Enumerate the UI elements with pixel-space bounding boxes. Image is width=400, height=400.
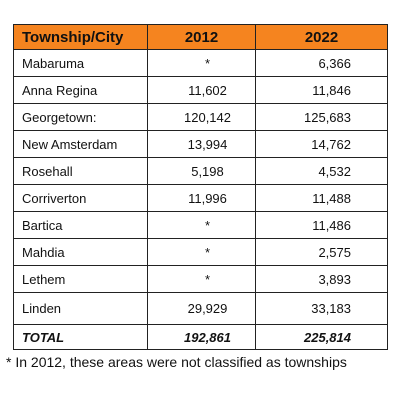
cell-2022: 33,183: [255, 292, 388, 325]
table-row: Mahdia * 2,575: [13, 238, 388, 266]
cell-name: Rosehall: [13, 157, 148, 185]
cell-2012: *: [147, 238, 256, 266]
cell-2012: 11,996: [147, 184, 256, 212]
cell-name: Bartica: [13, 211, 148, 239]
cell-2022: 4,532: [255, 157, 388, 185]
cell-name: Mabaruma: [13, 49, 148, 77]
cell-2012: 13,994: [147, 130, 256, 158]
cell-2022: 3,893: [255, 265, 388, 293]
cell-name: New Amsterdam: [13, 130, 148, 158]
table-row: Georgetown: 120,142 125,683: [13, 103, 388, 131]
cell-2022: 11,488: [255, 184, 388, 212]
cell-2012: *: [147, 49, 256, 77]
table-row: Corriverton 11,996 11,488: [13, 184, 388, 212]
cell-2012: 5,198: [147, 157, 256, 185]
cell-name: Anna Regina: [13, 76, 148, 104]
footnote: * In 2012, these areas were not classifi…: [6, 354, 347, 370]
cell-2012: 120,142: [147, 103, 256, 131]
total-2012: 192,861: [147, 324, 256, 350]
cell-2012: *: [147, 211, 256, 239]
total-label: TOTAL: [13, 324, 148, 350]
cell-2022: 125,683: [255, 103, 388, 131]
cell-2012: 11,602: [147, 76, 256, 104]
header-2022: 2022: [255, 24, 388, 50]
table-row: Lethem * 3,893: [13, 265, 388, 293]
table-row: New Amsterdam 13,994 14,762: [13, 130, 388, 158]
table-row: Rosehall 5,198 4,532: [13, 157, 388, 185]
cell-2022: 2,575: [255, 238, 388, 266]
cell-2022: 11,486: [255, 211, 388, 239]
cell-name: Corriverton: [13, 184, 148, 212]
cell-name: Lethem: [13, 265, 148, 293]
cell-name: Georgetown:: [13, 103, 148, 131]
population-table: Township/City 2012 2022 Mabaruma * 6,366…: [13, 24, 388, 350]
cell-name: Mahdia: [13, 238, 148, 266]
total-row: TOTAL 192,861 225,814: [13, 324, 388, 350]
total-2022: 225,814: [255, 324, 388, 350]
cell-name: Linden: [13, 292, 148, 325]
cell-2022: 6,366: [255, 49, 388, 77]
header-township-city: Township/City: [13, 24, 148, 50]
cell-2012: 29,929: [147, 292, 256, 325]
cell-2012: *: [147, 265, 256, 293]
header-2012: 2012: [147, 24, 256, 50]
table-row: Linden 29,929 33,183: [13, 292, 388, 325]
table-header-row: Township/City 2012 2022: [13, 24, 388, 50]
cell-2022: 11,846: [255, 76, 388, 104]
cell-2022: 14,762: [255, 130, 388, 158]
table-row: Mabaruma * 6,366: [13, 49, 388, 77]
table-row: Bartica * 11,486: [13, 211, 388, 239]
table-row: Anna Regina 11,602 11,846: [13, 76, 388, 104]
